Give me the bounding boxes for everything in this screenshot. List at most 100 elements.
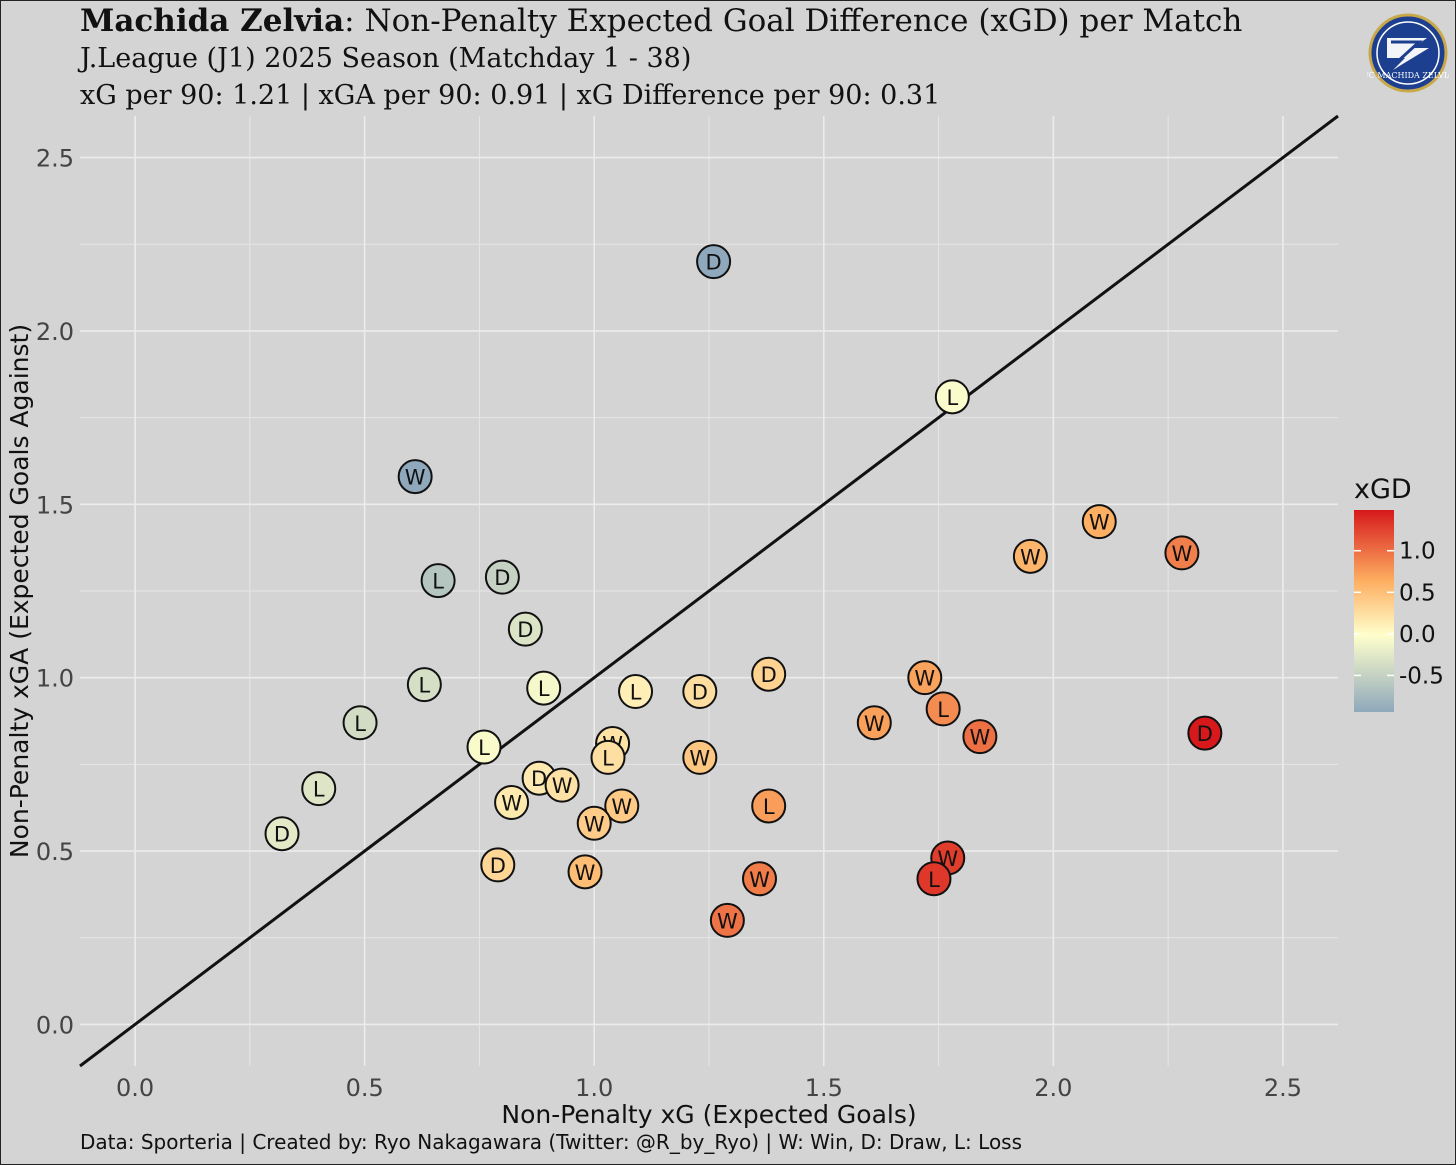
data-point: D — [751, 656, 787, 692]
data-point-marker — [604, 788, 640, 824]
data-point-label: W — [501, 791, 522, 815]
data-point: W — [567, 854, 603, 890]
data-point-marker — [934, 379, 970, 415]
data-point-marker — [962, 719, 998, 755]
legend-ticks: 1.0 0.5 0.0 -0.5 — [1354, 539, 1444, 689]
data-point-marker — [856, 705, 892, 741]
data-point-label: L — [538, 677, 550, 701]
data-point-marker — [494, 784, 530, 820]
y-axis-title: Non-Penalty xGA (Expected Goals Against) — [5, 324, 34, 858]
data-point: L — [751, 788, 787, 824]
chart-title: Machida Zelvia: Non-Penalty Expected Goa… — [80, 2, 1242, 40]
data-point-label: D — [490, 854, 506, 878]
data-point-label: W — [552, 774, 573, 798]
chart-title-text: : Non-Penalty Expected Goal Difference (… — [344, 3, 1243, 39]
data-point: W — [856, 705, 892, 741]
data-point-label: L — [937, 698, 949, 722]
data-point-label: D — [531, 767, 547, 791]
data-point-label: W — [914, 667, 935, 691]
data-point: D — [696, 244, 732, 280]
data-point-label: W — [405, 466, 426, 490]
data-point-marker — [1187, 715, 1223, 751]
y-tick-label: 2.5 — [36, 145, 74, 173]
data-point: L — [618, 674, 654, 710]
legend-tick-label: 0.5 — [1399, 580, 1436, 606]
data-point-label: L — [630, 681, 642, 705]
y-tick-label: 0.5 — [36, 838, 74, 866]
data-point: W — [962, 719, 998, 755]
axis-ticks: 0.0 0.5 1.0 1.5 2.0 2.5 0.0 0.5 1.0 1.5 2.0 2.5 — [36, 145, 1302, 1102]
data-point-marker — [420, 563, 456, 599]
data-point: W — [742, 861, 778, 897]
data-point: W — [576, 805, 612, 841]
x-tick-label: 0.5 — [346, 1074, 384, 1102]
data-point: L — [406, 667, 442, 703]
data-point-label: D — [517, 618, 533, 642]
data-point: W — [907, 660, 943, 696]
x-axis-title: Non-Penalty xG (Expected Goals) — [501, 1100, 916, 1129]
data-points: DLWWWWLDDLLLDDWLWWDLLWLWLDWWWWLDWLDWWW — [264, 244, 1223, 938]
data-point-label: W — [611, 795, 632, 819]
data-point-marker — [507, 611, 543, 647]
data-point: D — [507, 611, 543, 647]
data-point-marker — [709, 902, 745, 938]
data-point-label: L — [478, 736, 490, 760]
x-tick-label: 2.5 — [1264, 1074, 1302, 1102]
data-point-marker — [544, 767, 580, 803]
data-point: W — [544, 767, 580, 803]
data-point: W — [1164, 535, 1200, 571]
legend-tick-label: -0.5 — [1399, 663, 1444, 689]
data-point: L — [526, 670, 562, 706]
chart-subtitle: J.League (J1) 2025 Season (Matchday 1 - … — [80, 43, 692, 74]
data-point-label: D — [706, 251, 722, 275]
x-tick-label: 1.0 — [575, 1074, 613, 1102]
data-point-label: L — [763, 795, 775, 819]
chart-title-team: Machida Zelvia — [80, 3, 345, 39]
club-crest-icon: FC MACHIDA ZELVIA — [1367, 13, 1449, 93]
legend-colorbar — [1354, 510, 1394, 712]
data-point: L — [916, 861, 952, 897]
data-point-label: D — [692, 681, 708, 705]
data-point-label: L — [928, 868, 940, 892]
data-point-label: W — [1089, 511, 1110, 535]
data-point: W — [682, 739, 718, 775]
data-point-marker — [751, 656, 787, 692]
data-point: D — [682, 674, 718, 710]
data-point-label: D — [494, 566, 510, 590]
data-point-label: W — [970, 726, 991, 750]
data-point-marker — [264, 816, 300, 852]
data-point-marker — [526, 670, 562, 706]
data-point-label: L — [946, 386, 958, 410]
data-point: L — [342, 705, 378, 741]
data-point-label: L — [602, 746, 614, 770]
data-point: D — [480, 847, 516, 883]
x-tick-label: 2.0 — [1034, 1074, 1072, 1102]
data-point: W — [1012, 538, 1048, 574]
legend-tick-label: 1.0 — [1399, 539, 1436, 565]
color-legend: xGD 1.0 0.5 0.0 -0.5 — [1354, 474, 1444, 712]
data-point: D — [1187, 715, 1223, 751]
data-point-label: D — [761, 663, 777, 687]
y-tick-label: 1.0 — [36, 665, 74, 693]
data-point: L — [925, 691, 961, 727]
data-point-label: W — [584, 812, 605, 836]
reference-line-equal — [79, 114, 1339, 1068]
x-tick-label: 1.5 — [805, 1074, 843, 1102]
chart-stats: xG per 90: 1.21 | xGA per 90: 0.91 | xG … — [80, 80, 941, 111]
data-point-label: D — [1197, 722, 1213, 746]
y-tick-label: 0.0 — [36, 1011, 74, 1039]
data-point-marker — [751, 788, 787, 824]
data-point-label: W — [864, 712, 885, 736]
data-point-marker — [742, 861, 778, 897]
club-crest-text: FC MACHIDA ZELVIA — [1367, 71, 1449, 80]
data-point: W — [494, 784, 530, 820]
legend-tick-label: 0.0 — [1399, 622, 1436, 648]
data-point-label: W — [1172, 542, 1193, 566]
legend-title: xGD — [1354, 474, 1412, 505]
data-point-marker — [682, 739, 718, 775]
data-point-label: W — [717, 909, 738, 933]
data-point-marker — [466, 729, 502, 765]
data-point-label: L — [418, 674, 430, 698]
data-point: L — [466, 729, 502, 765]
data-point: L — [590, 739, 626, 775]
